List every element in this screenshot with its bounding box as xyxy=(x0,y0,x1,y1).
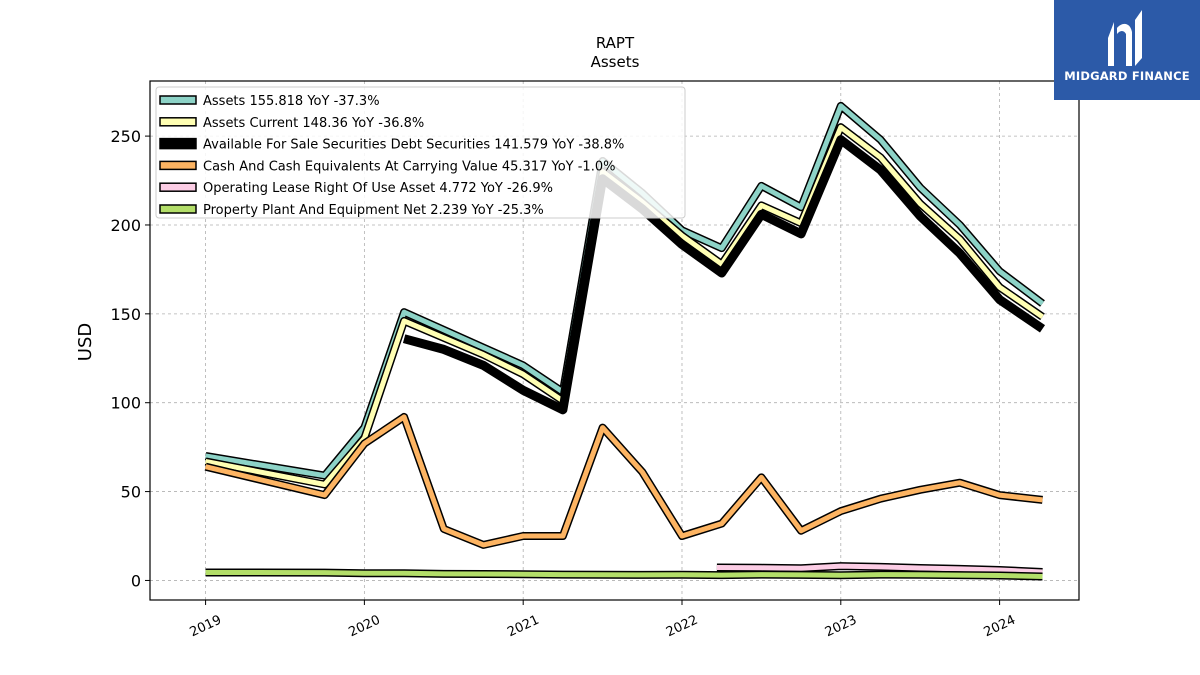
series-stroke xyxy=(205,124,1044,487)
series-line xyxy=(204,101,1045,480)
y-tick-label: 50 xyxy=(121,483,141,502)
legend-label: Assets 155.818 YoY -37.3% xyxy=(203,94,380,109)
legend-item: Assets Current 148.36 YoY -36.8% xyxy=(159,116,424,131)
series-stroke xyxy=(205,570,1043,579)
x-tick-label: 2024 xyxy=(982,613,1018,641)
legend-item: Operating Lease Right Of Use Asset 4.772… xyxy=(159,181,553,196)
legend-label: Available For Sale Securities Debt Secur… xyxy=(203,138,624,153)
y-tick-label: 100 xyxy=(110,394,141,413)
series-line xyxy=(204,123,1045,489)
y-tick-label: 250 xyxy=(110,127,141,146)
legend-swatch xyxy=(159,137,197,150)
legend-swatch xyxy=(159,204,197,214)
x-tick-label: 2020 xyxy=(346,613,382,641)
series-stroke xyxy=(205,414,1043,548)
legend-item: Cash And Cash Equivalents At Carrying Va… xyxy=(159,159,615,174)
series-outline xyxy=(204,412,1043,549)
series-line xyxy=(402,135,1046,415)
chart-subtitle: Assets xyxy=(591,53,640,71)
y-tick-label: 0 xyxy=(131,571,141,590)
x-tick-label: 2021 xyxy=(505,613,541,641)
series-line xyxy=(204,412,1043,549)
legend-item: Assets 155.818 YoY -37.3% xyxy=(159,94,380,109)
series-stroke xyxy=(402,135,1046,415)
brand-logo: MIDGARD FINANCE xyxy=(1054,0,1200,100)
legend-box xyxy=(155,86,686,219)
legend-swatch xyxy=(159,160,197,171)
legend-item: Property Plant And Equipment Net 2.239 Y… xyxy=(159,203,544,218)
series-line xyxy=(716,562,1043,576)
x-tick-label: 2023 xyxy=(823,613,859,641)
y-tick-label: 150 xyxy=(110,305,141,324)
legend-label: Operating Lease Right Of Use Asset 4.772… xyxy=(203,181,553,196)
brand-name: MIDGARD FINANCE xyxy=(1064,69,1190,83)
legend-swatch xyxy=(159,95,197,105)
legend-label: Cash And Cash Equivalents At Carrying Va… xyxy=(203,159,615,174)
brand-mark-icon xyxy=(1108,10,1142,66)
y-tick-label: 200 xyxy=(110,216,141,235)
legend-item: Available For Sale Securities Debt Secur… xyxy=(159,137,624,153)
y-axis: 0 50 100 150 200 250 xyxy=(110,127,150,590)
legend-swatch xyxy=(159,182,197,192)
legend-swatch xyxy=(159,117,197,127)
legend-label: Assets Current 148.36 YoY -36.8% xyxy=(203,116,424,131)
series-line xyxy=(205,568,1043,581)
x-tick-label: 2019 xyxy=(188,613,224,641)
legend: Assets 155.818 YoY -37.3% Assets Current … xyxy=(155,86,686,219)
y-axis-label: USD xyxy=(75,323,96,361)
chart-title: RAPT xyxy=(596,34,635,52)
series-stroke xyxy=(716,563,1043,575)
x-tick-label: 2022 xyxy=(664,613,700,641)
series-layer xyxy=(204,101,1046,581)
legend-label: Property Plant And Equipment Net 2.239 Y… xyxy=(203,203,544,218)
x-axis: 2019 2020 2021 2022 2023 2024 xyxy=(188,600,1018,640)
plot-frame xyxy=(149,80,1080,601)
series-stroke xyxy=(205,103,1045,479)
